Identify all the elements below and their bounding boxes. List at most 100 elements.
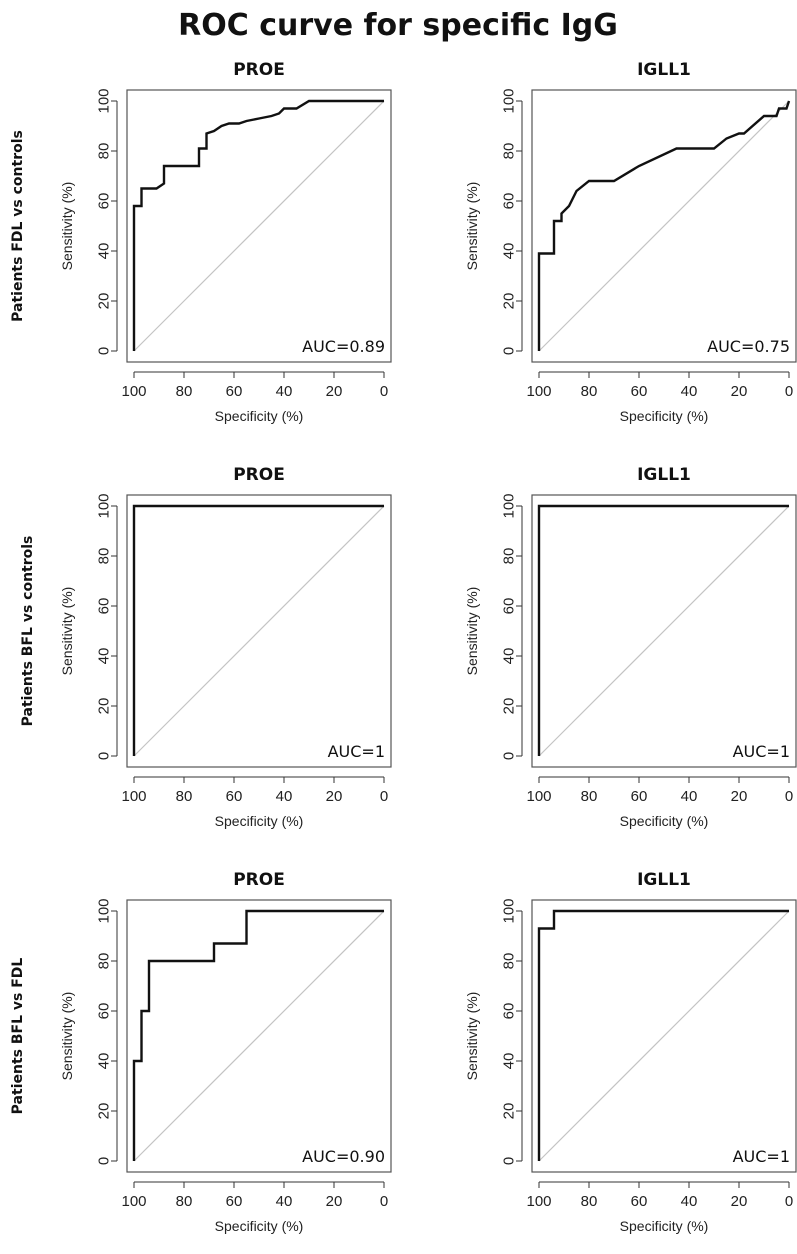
- x-tick-label: 60: [631, 788, 648, 805]
- x-tick-label: 0: [380, 383, 388, 400]
- x-tick-label: 0: [380, 1193, 388, 1210]
- reference-diagonal: [538, 910, 790, 1162]
- roc-curve: [537, 504, 789, 756]
- y-tick-label: 60: [501, 193, 518, 210]
- y-axis-label: Sensitivity (%): [59, 992, 75, 1081]
- y-tick-label: 40: [96, 648, 113, 665]
- x-tick-label: 20: [731, 383, 748, 400]
- x-tick-label: 80: [581, 1193, 598, 1210]
- x-tick-label: 60: [226, 1193, 243, 1210]
- auc-label: AUC=1: [733, 1147, 790, 1166]
- x-tick-label: 0: [380, 788, 388, 805]
- x-tick-label: 80: [581, 788, 598, 805]
- row-label-patients-bfl-vs-controls: Patients BFL vs controls: [20, 536, 36, 727]
- panel-patients-fdl-vs-controls-proe: PROE 0 20 40 60 80 100 Sensitivity (%) 100 80 60 40…: [59, 60, 392, 424]
- plot-frame: [531, 494, 797, 768]
- y-tick-label: 40: [96, 243, 113, 260]
- y-tick-label: 60: [96, 193, 113, 210]
- auc-label: AUC=1: [328, 742, 385, 761]
- y-tick-label: 60: [501, 1003, 518, 1020]
- x-tick-label: 80: [176, 383, 193, 400]
- x-tick-label: 80: [176, 788, 193, 805]
- y-tick-label: 80: [96, 953, 113, 970]
- panel-patients-bfl-vs-controls-igll1: IGLL1 0 20 40 60 80 100 Sensitivity (%) 100 80 60 4…: [464, 465, 797, 829]
- y-tick-label: 0: [501, 752, 518, 760]
- panel-patients-bfl-vs-fdl-proe: PROE 0 20 40 60 80 100 Sensitivity (%) 100 80 60 40…: [59, 870, 392, 1234]
- y-tick-label: 80: [501, 953, 518, 970]
- x-tick-label: 60: [226, 383, 243, 400]
- x-axis-label: Specificity (%): [620, 408, 709, 424]
- y-tick-label: 60: [501, 598, 518, 615]
- x-tick-label: 0: [785, 383, 793, 400]
- y-tick-label: 0: [501, 1157, 518, 1165]
- auc-label: AUC=0.75: [707, 337, 790, 356]
- auc-label: AUC=0.89: [302, 337, 385, 356]
- y-tick-label: 40: [96, 1053, 113, 1070]
- x-tick-label: 40: [681, 383, 698, 400]
- y-tick-label: 40: [501, 243, 518, 260]
- x-tick-label: 40: [681, 1193, 698, 1210]
- y-tick-label: 100: [96, 88, 113, 113]
- x-tick-label: 100: [526, 383, 551, 400]
- roc-curve: [132, 99, 384, 351]
- reference-diagonal: [538, 100, 790, 352]
- x-tick-label: 40: [276, 788, 293, 805]
- y-tick-label: 60: [96, 598, 113, 615]
- x-tick-label: 40: [276, 383, 293, 400]
- y-tick-label: 40: [501, 648, 518, 665]
- y-tick-label: 0: [501, 347, 518, 355]
- plot-frame: [531, 899, 797, 1173]
- y-tick-label: 100: [501, 898, 518, 923]
- panel-patients-fdl-vs-controls-igll1: IGLL1 0 20 40 60 80 100 Sensitivity (%) 100 80 60 4…: [464, 60, 797, 424]
- reference-diagonal: [133, 910, 385, 1162]
- reference-diagonal: [133, 100, 385, 352]
- x-tick-label: 0: [785, 788, 793, 805]
- plot-frame: [126, 899, 392, 1173]
- reference-diagonal: [133, 505, 385, 757]
- panel-title: IGLL1: [637, 60, 691, 80]
- y-tick-label: 80: [501, 548, 518, 565]
- x-tick-label: 20: [731, 1193, 748, 1210]
- y-tick-label: 20: [501, 293, 518, 310]
- y-tick-label: 0: [96, 1157, 113, 1165]
- x-axis-label: Specificity (%): [620, 813, 709, 829]
- row-label-patients-bfl-vs-fdl: Patients BFL vs FDL: [10, 958, 26, 1115]
- roc-curve: [537, 100, 791, 351]
- y-tick-label: 20: [501, 698, 518, 715]
- x-tick-label: 100: [121, 788, 146, 805]
- plot-frame: [126, 494, 392, 768]
- x-tick-label: 40: [681, 788, 698, 805]
- y-tick-label: 80: [501, 143, 518, 160]
- x-tick-label: 60: [226, 788, 243, 805]
- x-tick-label: 100: [121, 1193, 146, 1210]
- panel-title: IGLL1: [637, 870, 691, 890]
- y-axis-label: Sensitivity (%): [464, 587, 480, 676]
- y-axis-label: Sensitivity (%): [464, 182, 480, 271]
- y-tick-label: 40: [501, 1053, 518, 1070]
- x-tick-label: 0: [785, 1193, 793, 1210]
- x-axis-label: Specificity (%): [620, 1218, 709, 1234]
- auc-label: AUC=0.90: [302, 1147, 385, 1166]
- x-tick-label: 100: [526, 788, 551, 805]
- y-axis-label: Sensitivity (%): [59, 587, 75, 676]
- y-tick-label: 100: [96, 898, 113, 923]
- x-tick-label: 20: [326, 1193, 343, 1210]
- panel-title: PROE: [233, 465, 285, 485]
- panel-title: IGLL1: [637, 465, 691, 485]
- y-tick-label: 0: [96, 347, 113, 355]
- row-labels: Patients FDL vs controls Patients BFL vs …: [10, 130, 36, 1114]
- x-tick-label: 60: [631, 1193, 648, 1210]
- x-axis-label: Specificity (%): [215, 1218, 304, 1234]
- plot-frame: [531, 89, 797, 363]
- y-tick-label: 80: [96, 143, 113, 160]
- auc-label: AUC=1: [733, 742, 790, 761]
- x-tick-label: 100: [526, 1193, 551, 1210]
- y-tick-label: 20: [96, 1103, 113, 1120]
- x-tick-label: 80: [581, 383, 598, 400]
- x-tick-label: 20: [326, 788, 343, 805]
- x-tick-label: 80: [176, 1193, 193, 1210]
- roc-curve: [537, 909, 789, 1161]
- x-axis-label: Specificity (%): [215, 408, 304, 424]
